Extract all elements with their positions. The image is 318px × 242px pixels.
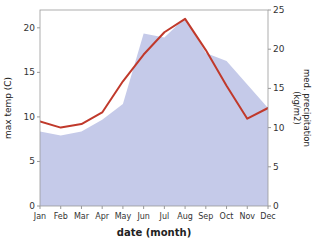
y2-tick bbox=[268, 166, 271, 167]
y-tick bbox=[37, 161, 40, 162]
plot-frame bbox=[40, 10, 268, 206]
precipitation-area bbox=[40, 18, 268, 206]
x-tick-label: Jul bbox=[159, 212, 170, 221]
x-tick-label: Aug bbox=[177, 212, 193, 221]
x-tick bbox=[268, 206, 269, 209]
y-axis-label: max temp (C) bbox=[3, 77, 13, 139]
y2-tick bbox=[268, 10, 271, 11]
x-tick bbox=[40, 206, 41, 209]
y-tick bbox=[37, 72, 40, 73]
x-tick bbox=[143, 206, 144, 209]
y-tick bbox=[37, 116, 40, 117]
y2-tick-label: 5 bbox=[273, 162, 279, 172]
chart: 0 5 10 15 20 0 5 10 15 20 25 Jan Feb Mar Apr May Jun Jul A… bbox=[0, 0, 318, 242]
y-tick-label: 20 bbox=[24, 23, 36, 33]
x-tick bbox=[185, 206, 186, 209]
x-tick-label: Apr bbox=[95, 212, 110, 221]
x-tick bbox=[122, 206, 123, 209]
x-axis-label: date (month) bbox=[117, 227, 191, 238]
x-tick bbox=[164, 206, 165, 209]
x-tick bbox=[205, 206, 206, 209]
x-tick-label: Feb bbox=[54, 212, 68, 221]
y2-tick-label: 0 bbox=[273, 201, 279, 211]
y-tick-label: 10 bbox=[24, 112, 36, 122]
x-tick-label: Jan bbox=[33, 212, 46, 221]
y-tick-label: 5 bbox=[29, 156, 35, 166]
x-tick-label: Sep bbox=[198, 212, 213, 221]
x-tick-label: Nov bbox=[239, 212, 255, 221]
plot-area bbox=[40, 18, 268, 206]
y-tick-label: 15 bbox=[24, 67, 35, 77]
chart-container: 0 5 10 15 20 0 5 10 15 20 25 Jan Feb Mar Apr May Jun Jul A… bbox=[0, 0, 318, 242]
x-tick-label: Dec bbox=[260, 212, 275, 221]
x-tick-label: Oct bbox=[220, 212, 234, 221]
y-tick-label: 0 bbox=[29, 201, 35, 211]
y2-tick bbox=[268, 127, 271, 128]
y2-tick-label: 20 bbox=[273, 44, 285, 54]
y2-tick-label: 10 bbox=[273, 123, 285, 133]
y-tick bbox=[37, 27, 40, 28]
y2-tick bbox=[268, 88, 271, 89]
x-tick-label: Jun bbox=[136, 212, 150, 221]
x-tick bbox=[60, 206, 61, 209]
x-tick bbox=[102, 206, 103, 209]
x-tick-label: Mar bbox=[74, 212, 90, 221]
x-tick-label: May bbox=[115, 212, 132, 221]
x-tick bbox=[226, 206, 227, 209]
temperature-line bbox=[40, 19, 268, 128]
y2-tick-label: 25 bbox=[273, 5, 284, 15]
y2-tick bbox=[268, 49, 271, 50]
y2-tick-label: 15 bbox=[273, 83, 284, 93]
y2-axis-label: med. precipitation(kg/m2) bbox=[292, 69, 312, 147]
x-tick bbox=[247, 206, 248, 209]
x-tick bbox=[81, 206, 82, 209]
